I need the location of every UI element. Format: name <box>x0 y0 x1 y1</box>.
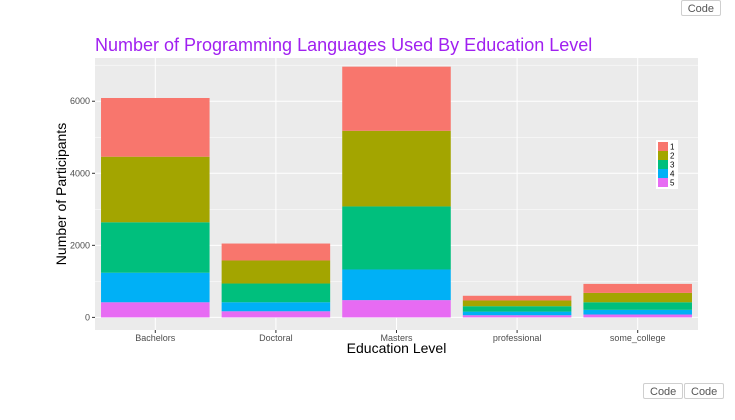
legend-swatch <box>658 142 668 151</box>
x-tick-label: Bachelors <box>135 333 176 343</box>
legend-swatch <box>658 178 668 187</box>
bar-segment <box>342 206 451 270</box>
bar-segment <box>101 272 210 303</box>
bar-segment <box>583 302 692 310</box>
bar-segment <box>462 295 572 301</box>
legend-label: 4 <box>670 170 675 179</box>
legend-swatch <box>658 160 668 169</box>
bar-segment <box>101 222 210 273</box>
bar-segment <box>221 311 331 318</box>
code-button-bottom-right[interactable]: Code <box>684 383 725 399</box>
bar-segment <box>583 283 692 293</box>
bar-segment <box>342 66 451 131</box>
bar-segment <box>583 292 692 303</box>
bar-segment <box>342 300 451 318</box>
legend-label: 3 <box>670 161 675 170</box>
bar-segment <box>583 314 692 318</box>
y-tick-label: 6000 <box>70 96 90 106</box>
bar-segment <box>462 300 572 307</box>
bar-segment <box>221 302 331 312</box>
bar-segment <box>462 311 572 316</box>
legend-swatch <box>658 169 668 178</box>
bar-segment <box>221 283 331 303</box>
bar-segment <box>462 315 572 318</box>
bar-segment <box>221 260 331 284</box>
code-button-bottom-left[interactable]: Code <box>643 383 684 399</box>
x-tick-label: some_college <box>610 333 666 343</box>
axes: 0 2000 4000 6000 Bachelors Doctoral Masters pro… <box>70 96 666 343</box>
y-tick-label: 2000 <box>70 240 90 250</box>
code-button-top[interactable]: Code <box>680 0 721 16</box>
x-tick-label: professional <box>493 333 542 343</box>
bar-segment <box>583 309 692 315</box>
y-tick-label: 0 <box>85 312 90 322</box>
y-axis-label: Number of Participants <box>53 123 69 265</box>
x-tick-label: Masters <box>380 333 413 343</box>
bars <box>101 66 692 318</box>
bar-segment <box>462 306 572 312</box>
bar-segment <box>342 269 451 301</box>
bar-segment <box>342 130 451 207</box>
legend-label: 2 <box>670 152 675 161</box>
bar-segment <box>101 97 210 157</box>
y-tick-label: 4000 <box>70 168 90 178</box>
bar-segment <box>101 156 210 223</box>
bar-segment <box>101 302 210 318</box>
legend-label: 1 <box>670 143 675 152</box>
x-axis-label: Education Level <box>347 340 447 356</box>
bar-segment <box>221 243 331 261</box>
chart-title: Number of Programming Languages Used By … <box>95 35 592 55</box>
x-tick-label: Doctoral <box>259 333 293 343</box>
legend-swatch <box>658 151 668 160</box>
legend-label: 5 <box>670 179 675 188</box>
